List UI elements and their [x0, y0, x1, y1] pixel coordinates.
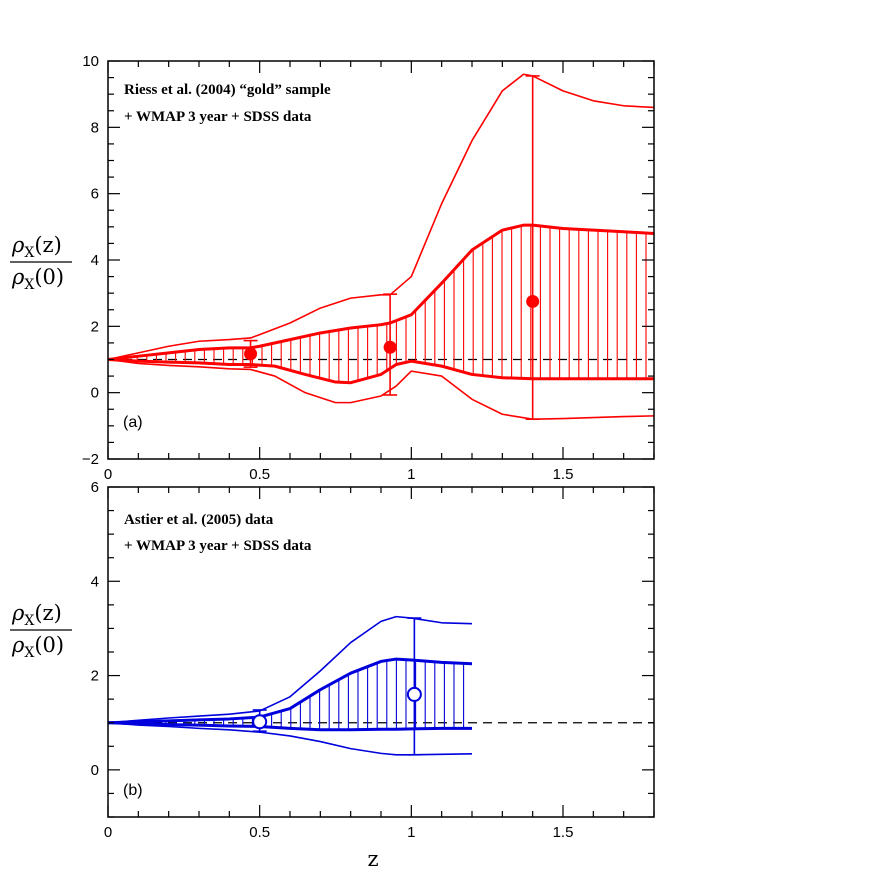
panel-b-ticks: 0 0.5 1 1.5 0 2 4 6: [91, 479, 655, 841]
panel-a-y-tick-label: 10: [82, 53, 99, 70]
panel-a-point-marker: [526, 294, 540, 308]
panel-a-y-tick-label: −2: [82, 451, 99, 468]
panel-a-x-tick-label: 0: [104, 466, 112, 483]
panel-a-x-tick-label: 1: [407, 466, 415, 483]
panel-a-band-upper-curve: [107, 223, 655, 361]
x-axis-label: z: [367, 847, 378, 871]
panel-b-x-tick-label: 0.5: [249, 824, 270, 841]
panel-a-ylabel-sub-top: X: [24, 245, 34, 261]
panel-a-band-lower-curve: [107, 358, 654, 385]
panel-b-label: (b): [123, 782, 143, 799]
svg-text:ρX(z): ρX(z): [11, 233, 62, 261]
panel-a-data-point: [383, 293, 398, 396]
svg-text:ρX(0): ρX(0): [11, 265, 64, 293]
panel-b-y-tick-label: 0: [91, 762, 99, 779]
panel-b-band-upper-curve: [107, 657, 473, 725]
panel-b-point-marker: [406, 686, 422, 702]
panel-b-x-tick-label: 1.5: [553, 824, 574, 841]
panel-a-ylabel-arg-bottom: (0): [34, 265, 64, 289]
panel-b-point-marker: [252, 714, 268, 730]
panel-b-ylabel: ρX(z) ρX(0): [10, 601, 72, 661]
panel-a-y-tick-label: 6: [91, 186, 99, 203]
panel-b-x-tick-label: 1: [407, 824, 415, 841]
panel-a-annotation-line1: Riess et al. (2004) “gold” sample: [124, 82, 331, 98]
svg-text:ρX(0): ρX(0): [11, 633, 64, 661]
panel-b-ylabel-arg-bottom: (0): [34, 633, 64, 657]
panel-a: 0 0.5 1 1.5 −2 0 2 4 6 8 10 Riess et al. (2004) “g…: [10, 53, 655, 483]
panel-b-ylabel-rho-bottom: ρ: [11, 633, 25, 657]
panel-a-data-point: [525, 75, 540, 421]
panel-a-ylabel: ρX(z) ρX(0): [10, 233, 72, 293]
panel-b-ylabel-sub-top: X: [24, 613, 34, 629]
svg-text:ρX(z): ρX(z): [11, 601, 62, 629]
panel-a-data-point: [243, 339, 258, 368]
panel-b: 0 0.5 1 1.5 0 2 4 6 Astier et al. (2005) data +…: [10, 479, 655, 871]
panel-a-ylabel-rho-bottom: ρ: [11, 265, 25, 289]
panel-b-y-tick-label: 4: [91, 573, 99, 590]
panel-b-band-lower-curve: [107, 721, 472, 732]
panel-a-y-tick-label: 0: [91, 385, 99, 402]
panel-a-band-hatch: [117, 225, 647, 383]
panel-b-annotation-line2: + WMAP 3 year + SDSS data: [124, 538, 312, 554]
panel-b-data-point: [406, 617, 422, 756]
panel-a-plot: [107, 73, 655, 421]
panel-b-annotation-line1: Astier et al. (2005) data: [124, 512, 274, 528]
panel-a-x-tick-label: 0.5: [249, 466, 270, 483]
panel-a-x-tick-label: 1.5: [553, 466, 574, 483]
panel-a-y-tick-label: 8: [91, 119, 99, 136]
panel-a-y-tick-label: 2: [91, 318, 99, 335]
panel-b-ylabel-rho-top: ρ: [11, 601, 25, 625]
panel-b-ylabel-sub-bottom: X: [24, 645, 34, 661]
panel-a-ylabel-sub-bottom: X: [24, 277, 34, 293]
panel-b-plot: [107, 615, 654, 756]
panel-a-ylabel-rho-top: ρ: [11, 233, 25, 257]
panel-a-ylabel-arg-top: (z): [34, 233, 61, 257]
panel-b-data-point: [252, 709, 268, 733]
panel-a-y-tick-label: 4: [91, 252, 99, 269]
panel-a-outer-lower-curve: [107, 358, 655, 420]
panel-b-frame: [107, 486, 655, 818]
panel-a-point-marker: [383, 340, 397, 354]
panel-b-outer-upper-curve: [107, 615, 473, 724]
panel-a-point-marker: [244, 347, 258, 361]
panel-b-ylabel-arg-top: (z): [34, 601, 61, 625]
panel-a-annotation-line2: + WMAP 3 year + SDSS data: [124, 109, 312, 125]
panel-a-label: (a): [123, 414, 143, 431]
panel-b-y-tick-label: 2: [91, 668, 99, 685]
panel-a-ticks: 0 0.5 1 1.5 −2 0 2 4 6 8 10: [82, 53, 655, 483]
panel-b-x-tick-label: 0: [104, 824, 112, 841]
panel-b-y-tick-label: 6: [91, 479, 99, 496]
